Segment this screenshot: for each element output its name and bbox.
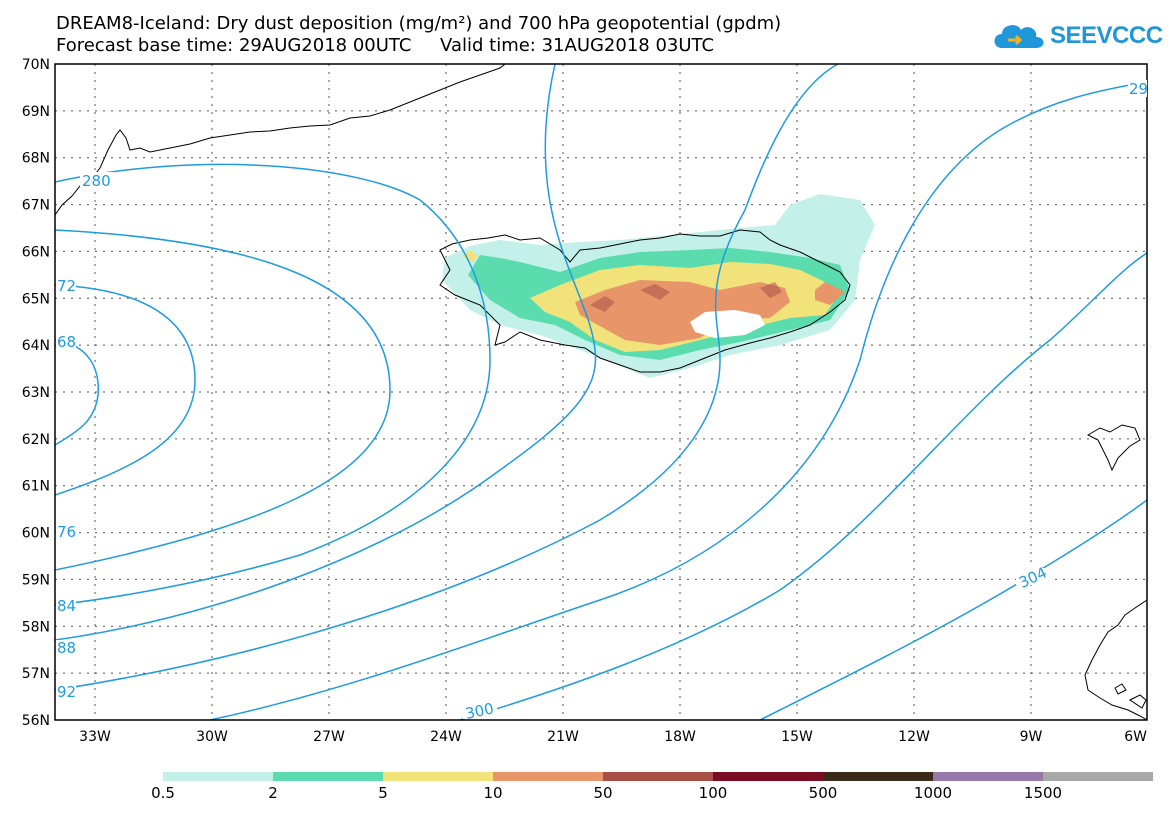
- legend-swatch: [933, 772, 1043, 781]
- legend-label: 1000: [913, 784, 953, 802]
- legend-label: 500: [808, 784, 838, 802]
- contour-labels: 280 72 68 76 84 88 92 300 304 29: [56, 80, 1148, 723]
- longitude-labels: 33W 30W 27W 24W 21W 18W 15W 12W 9W 6W: [79, 729, 1147, 745]
- longitude-label: 24W: [430, 729, 462, 745]
- latitude-label: 62N: [22, 432, 50, 448]
- greenland-coastline: [55, 64, 506, 216]
- geopotential-contours: [55, 64, 1147, 720]
- latitude-labels: 70N 69N 68N 67N 66N 65N 64N 63N 62N 61N 60N 59N 58N 5…: [22, 57, 50, 729]
- contour-label: 280: [82, 172, 111, 190]
- contour-label: 300: [464, 699, 496, 723]
- longitude-label: 33W: [79, 729, 111, 745]
- longitude-label: 21W: [547, 729, 579, 745]
- longitude-label: 18W: [664, 729, 696, 745]
- longitude-label: 27W: [313, 729, 345, 745]
- legend-swatch: [273, 772, 383, 781]
- contour-label: 29: [1129, 80, 1148, 98]
- latitude-label: 69N: [22, 104, 50, 120]
- legend-label: 50: [593, 784, 613, 802]
- longitude-label: 30W: [196, 729, 228, 745]
- legend-swatch: [603, 772, 713, 781]
- latitude-label: 60N: [22, 526, 50, 542]
- legend-label: 10: [483, 784, 503, 802]
- graticule: [55, 64, 1147, 720]
- latitude-label: 57N: [22, 666, 50, 682]
- contour-label: 88: [57, 639, 76, 657]
- scottish-isles: [1114, 683, 1147, 709]
- latitude-label: 56N: [22, 713, 50, 729]
- legend-label: 100: [698, 784, 728, 802]
- dust-deposition-field: [442, 194, 875, 378]
- scotland-coastline: [1084, 599, 1147, 720]
- latitude-label: 66N: [22, 244, 50, 260]
- map-title: DREAM8-Iceland: Dry dust deposition (mg/…: [56, 13, 782, 34]
- latitude-label: 68N: [22, 151, 50, 167]
- latitude-label: 64N: [22, 338, 50, 354]
- latitude-label: 70N: [22, 57, 50, 73]
- faroe-islands: [1086, 424, 1141, 472]
- latitude-label: 67N: [22, 198, 50, 214]
- contour-label: 84: [57, 597, 76, 615]
- longitude-label: 9W: [1020, 729, 1043, 745]
- legend-label: 2: [268, 784, 278, 802]
- legend-colorbar: [163, 772, 1153, 781]
- map-frame: [54, 63, 1148, 721]
- longitude-label: 6W: [1124, 729, 1147, 745]
- cloud-icon: [994, 25, 1044, 48]
- contour-label: 72: [57, 277, 76, 295]
- map-subtitle: Forecast base time: 29AUG2018 00UTC Vali…: [56, 36, 714, 56]
- logo-text: SEEVCCC: [1050, 22, 1163, 49]
- contour-label: 68: [57, 333, 76, 351]
- contour-label: 76: [57, 523, 76, 541]
- seevccc-logo: SEEVCCC: [990, 16, 1163, 56]
- legend-swatch: [713, 772, 823, 781]
- latitude-label: 61N: [22, 479, 50, 495]
- contour-label: 92: [57, 683, 76, 701]
- latitude-label: 58N: [22, 619, 50, 635]
- longitude-label: 12W: [898, 729, 930, 745]
- legend-label: 1500: [1023, 784, 1063, 802]
- longitude-label: 15W: [781, 729, 813, 745]
- forecast-base-time: Forecast base time: 29AUG2018 00UTC: [56, 35, 412, 56]
- legend-swatch: [1043, 772, 1153, 781]
- latitude-label: 63N: [22, 385, 50, 401]
- legend-label: 5: [378, 784, 388, 802]
- legend-swatch: [383, 772, 493, 781]
- legend-swatch: [163, 772, 273, 781]
- legend-swatch: [493, 772, 603, 781]
- legend-label: 0.5: [151, 784, 175, 802]
- latitude-label: 59N: [22, 572, 50, 588]
- valid-time: Valid time: 31AUG2018 03UTC: [440, 35, 715, 56]
- iceland-coastline: [439, 229, 851, 373]
- legend-swatch: [823, 772, 933, 781]
- latitude-label: 65N: [22, 291, 50, 307]
